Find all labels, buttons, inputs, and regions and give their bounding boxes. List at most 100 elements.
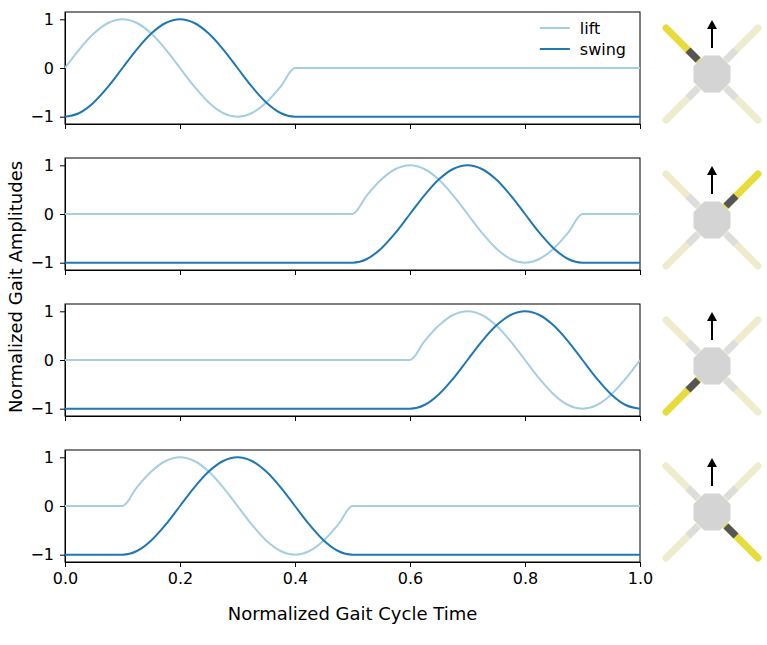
x-axis: 0.0 0.2 0.4 0.6 0.8 1.0	[53, 562, 653, 588]
robot-joint	[688, 50, 698, 60]
robot-body	[694, 56, 731, 93]
y-axis: −101	[30, 448, 65, 564]
x-tick-label: 0.4	[283, 569, 308, 588]
y-axis: −1 0 1	[30, 156, 65, 272]
series-line	[65, 165, 640, 262]
y-tick: −1	[30, 545, 65, 564]
x-tick-mark	[640, 270, 641, 275]
x-tick	[295, 124, 296, 129]
plot-frame	[65, 158, 640, 270]
y-tick-label: −1	[30, 107, 54, 126]
robot-joint	[688, 88, 698, 98]
x-tick-mark	[525, 562, 526, 567]
robot-leg	[726, 466, 758, 498]
robot-joint	[688, 380, 698, 390]
y-tick: 0	[44, 205, 65, 224]
x-tick	[65, 270, 66, 275]
x-tick: 0.8	[513, 562, 538, 588]
x-tick-label: 0.8	[513, 569, 538, 588]
x-tick	[65, 124, 66, 129]
x-tick	[525, 124, 526, 129]
y-tick-label: 1	[44, 156, 54, 175]
x-tick-mark	[295, 562, 296, 567]
series-line	[65, 457, 640, 554]
x-tick: 0.2	[168, 562, 193, 588]
series-line	[65, 311, 640, 408]
robot-body	[694, 494, 731, 531]
plot-frame	[65, 450, 640, 562]
y-tick-label: −1	[30, 545, 54, 564]
x-tick	[180, 270, 181, 275]
robot-joint	[726, 380, 736, 390]
x-axis	[66, 124, 641, 129]
robot-joint	[726, 526, 736, 536]
plot-area	[65, 457, 640, 554]
x-tick-mark	[65, 124, 66, 129]
robot-leg	[726, 320, 758, 352]
robot-leg	[666, 526, 698, 558]
panel: −101	[30, 302, 640, 421]
y-tick-mark	[60, 457, 65, 458]
y-tick-mark	[60, 214, 65, 215]
y-tick: 0	[44, 351, 65, 370]
direction-arrow-head	[707, 20, 717, 29]
direction-arrow	[711, 26, 713, 48]
y-tick-mark	[60, 165, 65, 166]
robot-icon	[666, 166, 758, 266]
robot-joint	[726, 234, 736, 244]
robot-joint	[688, 234, 698, 244]
x-tick-mark	[410, 562, 411, 567]
x-tick-mark	[640, 416, 641, 421]
x-tick-mark	[410, 270, 411, 275]
direction-arrow-head	[707, 166, 717, 175]
robot-leg	[666, 466, 698, 498]
series-line	[65, 19, 640, 116]
y-axis: −101	[30, 10, 65, 126]
x-tick-mark	[525, 124, 526, 129]
plot-area	[65, 311, 640, 408]
direction-arrow	[711, 318, 713, 340]
robot-joint	[688, 342, 698, 352]
x-tick	[525, 416, 526, 421]
robot-leg	[666, 174, 698, 206]
x-tick-label: 0.0	[53, 569, 78, 588]
robot-icon	[666, 458, 758, 558]
y-tick-mark	[60, 68, 65, 69]
x-tick-label: 1.0	[628, 569, 653, 588]
y-tick-label: 1	[44, 448, 54, 467]
x-tick-label: 0.6	[398, 569, 423, 588]
x-tick: 1.0	[628, 562, 653, 588]
x-tick-mark	[295, 416, 296, 421]
y-tick-label: −1	[30, 253, 54, 272]
x-tick	[295, 416, 296, 421]
x-axis-title: Normalized Gait Cycle Time	[228, 603, 478, 624]
robot-joint	[726, 342, 736, 352]
y-tick: −1	[30, 399, 65, 418]
series-line	[65, 457, 640, 554]
x-tick	[295, 270, 296, 275]
robot-leg	[666, 380, 698, 412]
x-tick	[640, 124, 641, 129]
plot-area	[65, 19, 640, 116]
legend-label: swing	[580, 40, 626, 59]
x-tick	[640, 270, 641, 275]
robot-leg	[666, 88, 698, 120]
x-axis	[66, 270, 641, 275]
direction-arrow	[711, 172, 713, 194]
robot-joint	[726, 50, 736, 60]
robot-leg	[726, 526, 758, 558]
x-tick-mark	[65, 562, 66, 567]
x-tick-mark	[640, 124, 641, 129]
figure: −101liftswingNormalized Gait Amplitudes−…	[0, 0, 767, 645]
y-tick-label: 0	[44, 205, 54, 224]
x-tick-mark	[295, 124, 296, 129]
robot-leg	[726, 88, 758, 120]
y-tick-label: 0	[44, 59, 54, 78]
legend-label: lift	[580, 19, 601, 38]
y-axis: −101	[30, 302, 65, 418]
y-tick-mark	[60, 311, 65, 312]
y-tick-mark	[60, 19, 65, 20]
robot-icon	[666, 312, 758, 412]
x-tick-mark	[180, 416, 181, 421]
x-tick-mark	[640, 562, 641, 567]
